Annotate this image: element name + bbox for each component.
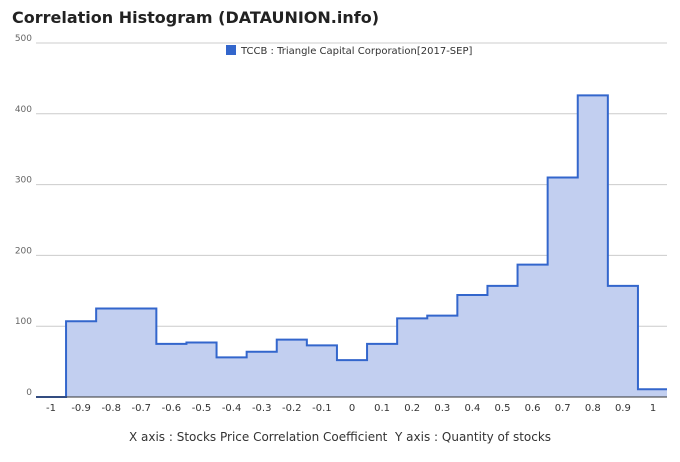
x-tick-label: -0.7 — [132, 403, 152, 414]
x-tick-label: -0.3 — [252, 403, 272, 414]
x-tick-label: -0.2 — [282, 403, 302, 414]
y-tick-label: 0 — [26, 388, 32, 398]
x-tick-label: -0.8 — [101, 403, 121, 414]
histogram-line — [36, 94, 667, 398]
x-tick-label: -1 — [46, 403, 56, 414]
x-tick-label: 0.1 — [374, 403, 390, 414]
x-tick-label: 0.6 — [525, 403, 541, 414]
y-tick-label: 100 — [15, 317, 32, 327]
y-axis-ticks: 0 100 200 300 400 500 — [15, 34, 32, 398]
x-tick-label: -0.6 — [162, 403, 182, 414]
x-tick-label: 0.7 — [555, 403, 571, 414]
x-tick-label: 0 — [349, 403, 355, 414]
x-axis-ticks: -1 -0.9 -0.8 -0.7 -0.6 -0.5 -0.4 -0.3 -0.2 -0.1 0 0… — [46, 403, 656, 414]
x-tick-label: 0.2 — [404, 403, 420, 414]
y-tick-label: 400 — [15, 105, 32, 115]
chart-title: Correlation Histogram (DATAUNION.info) — [12, 8, 379, 27]
x-tick-label: 0.5 — [495, 403, 511, 414]
legend-swatch — [226, 45, 236, 55]
x-axis-label: X axis : Stocks Price Correlation Coeffi… — [128, 430, 388, 444]
legend: TCCB : Triangle Capital Corporation[2017… — [226, 45, 472, 57]
x-tick-label: -0.5 — [192, 403, 212, 414]
x-tick-label: 0.8 — [585, 403, 601, 414]
y-tick-label: 500 — [15, 34, 32, 44]
y-axis-label: Y axis : Quantity of stocks — [395, 430, 552, 444]
x-tick-label: -0.9 — [71, 403, 91, 414]
x-tick-label: -0.4 — [222, 403, 242, 414]
axis-caption: X axis : Stocks Price Correlation Coeffi… — [0, 430, 680, 444]
x-tick-label: -0.1 — [312, 403, 332, 414]
y-tick-label: 300 — [15, 176, 32, 186]
x-tick-label: 0.4 — [464, 403, 480, 414]
x-tick-label: 0.9 — [615, 403, 631, 414]
legend-label: TCCB : Triangle Capital Corporation[2017… — [240, 46, 472, 57]
x-tick-label: 1 — [650, 403, 656, 414]
y-tick-label: 200 — [15, 246, 32, 256]
x-tick-label: 0.3 — [434, 403, 450, 414]
histogram-area — [36, 95, 667, 397]
